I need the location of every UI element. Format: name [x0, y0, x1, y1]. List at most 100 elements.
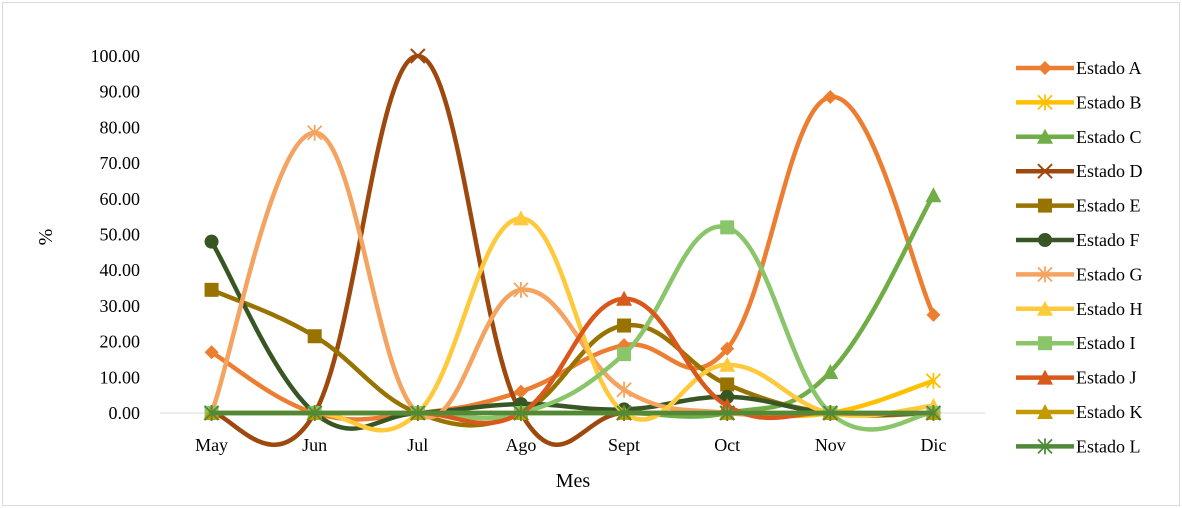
y-tick-label: 60.00 [100, 189, 141, 209]
legend-item: Estado B [1016, 92, 1142, 112]
legend-marker [1037, 404, 1053, 419]
x-tick-label: Jun [302, 435, 327, 455]
legend-marker [1037, 438, 1053, 455]
y-tick-label: 70.00 [100, 153, 141, 173]
data-point [410, 48, 426, 64]
legend-label: Estado E [1076, 196, 1141, 216]
data-point [307, 405, 323, 421]
legend-marker [1037, 266, 1053, 283]
series-estado-h [203, 210, 942, 433]
legend-marker [1038, 233, 1052, 247]
y-axis-title: % [35, 229, 57, 246]
data-point [720, 377, 735, 392]
legend-item: Estado C [1016, 127, 1142, 147]
data-point [616, 405, 632, 421]
legend-label: Estado H [1076, 299, 1143, 319]
legend-label: Estado F [1076, 230, 1140, 250]
y-tick-label: 100.00 [91, 46, 141, 66]
data-point [617, 347, 632, 362]
legend-marker [1037, 128, 1053, 144]
data-point [204, 234, 219, 249]
legend-marker [1037, 163, 1053, 179]
legend-label: Estado I [1076, 333, 1135, 353]
series-line [209, 216, 936, 433]
y-tick-label: 50.00 [100, 225, 141, 245]
legend-marker [1038, 336, 1052, 351]
legend-label: Estado C [1076, 127, 1142, 147]
legend-label: Estado A [1076, 58, 1142, 78]
y-tick-label: 90.00 [100, 82, 141, 102]
y-tick-label: 30.00 [100, 296, 141, 316]
legend-item: Estado H [1016, 299, 1143, 319]
legend-item: Estado K [1016, 402, 1143, 422]
legend-marker [1037, 369, 1053, 385]
x-tick-label: Oct [714, 435, 740, 455]
x-tick-label: Ago [505, 435, 536, 455]
legend-item: Estado J [1016, 368, 1137, 388]
data-point [513, 405, 529, 421]
x-tick-label: Dic [920, 435, 946, 455]
data-point [822, 405, 838, 421]
legend: Estado A Estado B Estado C Estado D Estado E… [1016, 58, 1143, 456]
legend-marker [1038, 198, 1052, 213]
data-point [720, 341, 735, 356]
data-point [720, 389, 735, 404]
legend-marker [1038, 61, 1052, 75]
y-tick-label: 0.00 [109, 403, 141, 423]
y-axis-ticks: 0.00 10.00 20.00 30.00 40.00 50.00 60.00 70.00 8… [91, 46, 141, 423]
legend-item: Estado F [1016, 230, 1140, 250]
data-point [925, 372, 942, 389]
data-point [926, 307, 941, 322]
series-estado-d [203, 48, 942, 447]
legend-label: Estado K [1076, 402, 1143, 422]
legend-marker [1037, 94, 1053, 111]
data-point [307, 329, 322, 344]
data-point [204, 282, 219, 297]
data-point [204, 345, 219, 360]
data-point [617, 318, 632, 333]
y-tick-label: 10.00 [100, 367, 141, 387]
legend-label: Estado B [1076, 92, 1142, 112]
x-tick-label: Jul [407, 435, 428, 455]
x-tick-label: May [195, 435, 228, 455]
y-tick-label: 40.00 [100, 260, 141, 280]
legend-item: Estado L [1016, 436, 1141, 456]
data-point [203, 405, 220, 421]
legend-label: Estado L [1076, 436, 1141, 456]
legend-item: Estado I [1016, 333, 1135, 353]
legend-label: Estado D [1076, 161, 1143, 181]
x-tick-label: Sept [608, 435, 640, 455]
x-axis-title: Mes [556, 470, 591, 492]
series-line [209, 94, 936, 422]
data-point [822, 363, 839, 379]
x-axis-ticks: May Jun Jul Ago Sept Oct Nov Dic [195, 435, 946, 455]
data-point [720, 220, 735, 235]
data-point [616, 381, 632, 398]
data-point [513, 384, 528, 399]
series-estado-l [203, 405, 942, 421]
x-tick-label: Nov [815, 435, 846, 455]
series-estado-i [204, 220, 941, 432]
data-point [719, 405, 735, 421]
data-point [513, 281, 529, 298]
data-point [410, 405, 426, 421]
data-point [925, 405, 942, 421]
data-point [512, 210, 529, 226]
legend-marker [1037, 300, 1053, 316]
legend-item: Estado D [1016, 161, 1143, 181]
y-tick-label: 80.00 [100, 117, 141, 137]
legend-label: Estado J [1076, 368, 1137, 388]
legend-item: Estado E [1016, 196, 1141, 216]
legend-label: Estado G [1076, 264, 1143, 284]
data-point [307, 124, 323, 141]
data-point [616, 290, 633, 306]
y-tick-label: 20.00 [100, 332, 141, 352]
legend-item: Estado A [1016, 58, 1142, 78]
series-line [209, 53, 936, 447]
data-point [925, 187, 942, 203]
series-group [203, 48, 942, 447]
legend-item: Estado G [1016, 264, 1143, 284]
data-point [719, 356, 736, 372]
